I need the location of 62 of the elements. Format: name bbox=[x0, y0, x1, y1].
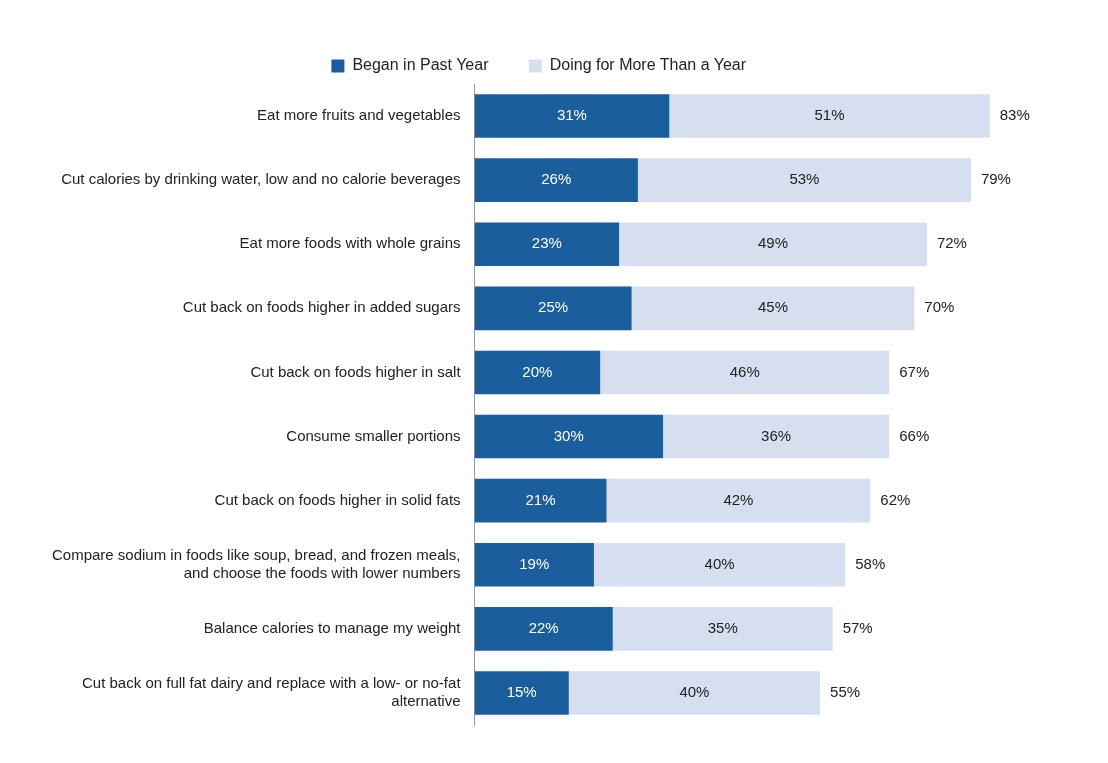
data-label: 40% bbox=[704, 554, 735, 572]
bar bbox=[593, 542, 846, 587]
bar bbox=[474, 94, 670, 138]
total-label: 83% bbox=[999, 106, 1030, 124]
bar bbox=[606, 478, 871, 523]
data-label: 26% bbox=[541, 170, 572, 188]
data-label: 31% bbox=[556, 106, 587, 124]
data-label: 42% bbox=[723, 490, 754, 508]
y-tick-label: Cut calories by drinking water, low and no calorie beverages bbox=[61, 170, 461, 188]
bar bbox=[474, 286, 632, 331]
data-label: 53% bbox=[789, 170, 820, 188]
data-label: 49% bbox=[757, 234, 788, 252]
bar bbox=[474, 414, 664, 459]
bar bbox=[474, 350, 601, 395]
data-label: 15% bbox=[506, 683, 537, 701]
y-tick-label: Consume smaller portions bbox=[286, 426, 461, 444]
y-tick-label: Cut back on foods higher in added sugars bbox=[182, 298, 461, 316]
total-label: 79% bbox=[980, 170, 1011, 188]
bar bbox=[474, 671, 569, 715]
legend-label: Doing for More Than a Year bbox=[549, 56, 747, 74]
total-label: 70% bbox=[924, 298, 955, 316]
data-label: 30% bbox=[553, 426, 584, 444]
total-label: 72% bbox=[936, 234, 967, 252]
data-label: 23% bbox=[531, 234, 562, 252]
bar bbox=[474, 222, 620, 267]
bar bbox=[474, 542, 594, 587]
bar bbox=[474, 158, 638, 202]
bar bbox=[669, 94, 990, 138]
total-label: 55% bbox=[830, 683, 861, 701]
data-label: 40% bbox=[679, 683, 710, 701]
bar bbox=[637, 158, 971, 202]
data-label: 51% bbox=[814, 106, 845, 124]
data-label: 45% bbox=[757, 298, 788, 316]
bar bbox=[474, 607, 613, 651]
data-label: 46% bbox=[729, 362, 760, 380]
y-tick-label: Cut back on full fat dairy and replace with a low- or no-fat alternative bbox=[82, 674, 462, 710]
y-tick-label: Cut back on foods higher in salt bbox=[250, 362, 462, 380]
total-label: 67% bbox=[899, 362, 930, 380]
data-label: 22% bbox=[528, 618, 559, 636]
total-label: 66% bbox=[899, 426, 930, 444]
data-label: 35% bbox=[707, 618, 738, 636]
data-label: 36% bbox=[761, 426, 792, 444]
y-tick-label: Cut back on foods higher in solid fats bbox=[214, 490, 461, 508]
bar bbox=[619, 222, 927, 267]
bar bbox=[474, 478, 607, 523]
y-tick-label: Eat more foods with whole grains bbox=[239, 234, 461, 252]
y-tick-label: Compare sodium in foods like soup, bread, and frozen meals, and choose the foods with lower numbers bbox=[51, 545, 461, 581]
data-label: 20% bbox=[522, 362, 553, 380]
total-label: 58% bbox=[855, 554, 886, 572]
bar bbox=[600, 350, 890, 395]
data-label: 21% bbox=[525, 490, 556, 508]
bar bbox=[568, 671, 821, 715]
y-tick-label: Eat more fruits and vegetables bbox=[257, 106, 461, 124]
data-label: 19% bbox=[519, 554, 550, 572]
bar bbox=[663, 414, 890, 459]
data-label: 25% bbox=[538, 298, 569, 316]
total-label: 62% bbox=[880, 490, 911, 508]
y-tick-label: Balance calories to manage my weight bbox=[203, 618, 462, 636]
bar bbox=[631, 286, 915, 331]
legend-label: Began in Past Year bbox=[352, 56, 490, 74]
bar bbox=[612, 607, 833, 651]
total-label: 57% bbox=[842, 618, 873, 636]
